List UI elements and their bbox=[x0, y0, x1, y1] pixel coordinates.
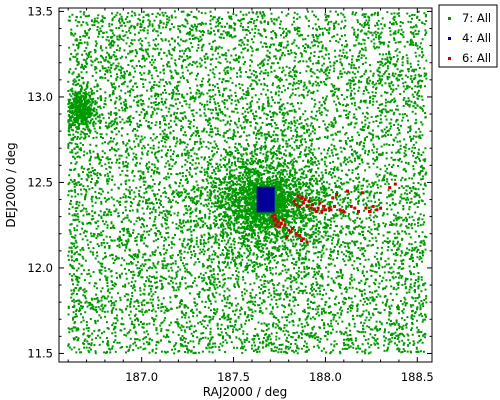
y-tick-label: 13.0 bbox=[27, 90, 53, 104]
series-6-all-point bbox=[270, 215, 274, 219]
series-6-all-point bbox=[346, 189, 349, 193]
series-6-all-point bbox=[290, 227, 294, 231]
series-6-all-point bbox=[301, 201, 305, 205]
series-6-all-point bbox=[379, 206, 383, 210]
legend-marker bbox=[448, 37, 451, 40]
series-6-all-point bbox=[349, 204, 353, 208]
series-6-all-point bbox=[272, 218, 276, 222]
series-6-all-point bbox=[327, 206, 331, 210]
series-6-all-point bbox=[353, 206, 357, 210]
x-tick-label: 188.0 bbox=[309, 370, 342, 384]
legend-label: 4: All bbox=[462, 31, 491, 45]
legend-item[interactable]: 6: All bbox=[448, 51, 491, 65]
series-6-all-point bbox=[296, 194, 300, 198]
series-6-all-point bbox=[289, 230, 292, 234]
legend-label: 6: All bbox=[462, 51, 491, 65]
series-6-all-point bbox=[281, 218, 285, 222]
legend-label: 7: All bbox=[462, 11, 491, 25]
x-axis-label: RAJ2000 / deg bbox=[203, 385, 287, 399]
series-6-all-point bbox=[298, 204, 302, 208]
series-6-all-point bbox=[333, 204, 337, 208]
series-6-all-point bbox=[305, 204, 309, 208]
legend-box bbox=[438, 4, 498, 68]
series-6-all-point bbox=[300, 239, 303, 243]
series-6-all-point bbox=[371, 204, 375, 208]
series-6-all-point bbox=[298, 233, 302, 237]
series-6-all-point bbox=[331, 196, 335, 200]
series-6-all-point bbox=[311, 203, 315, 207]
series-6-all-point bbox=[305, 240, 309, 244]
series-6-all-point bbox=[274, 223, 278, 227]
legend[interactable]: 7: All 4: All 6: All bbox=[438, 4, 498, 68]
legend-item[interactable]: 4: All bbox=[448, 31, 491, 45]
series-6-all-point bbox=[283, 223, 287, 227]
y-axis-label: DEJ2000 / deg bbox=[4, 142, 18, 227]
series-6-all-point bbox=[318, 201, 322, 205]
series-7-all-points bbox=[67, 10, 428, 355]
series-6-all-point bbox=[393, 182, 397, 186]
series-6-all-point bbox=[316, 206, 320, 210]
series-6-all-point bbox=[338, 208, 342, 212]
series-6-all-point bbox=[272, 213, 276, 217]
series-6-all-point bbox=[287, 228, 291, 232]
series-6-all-point bbox=[309, 206, 313, 210]
series-6-all-point bbox=[278, 225, 281, 229]
series-6-all-point bbox=[360, 191, 364, 195]
series-6-all-point bbox=[368, 210, 371, 213]
series-6-all-point bbox=[388, 186, 392, 190]
series-6-all-point bbox=[274, 216, 278, 220]
series-6-all-point bbox=[294, 203, 298, 207]
series-6-all-point bbox=[307, 199, 311, 203]
series-6-all-point bbox=[285, 235, 289, 239]
series-6-all-point bbox=[300, 196, 303, 200]
series-6-all-point bbox=[303, 198, 307, 201]
series-6-all-point bbox=[342, 210, 346, 213]
series-6-all-point bbox=[364, 206, 368, 210]
legend-item[interactable]: 7: All bbox=[448, 11, 491, 25]
legend-marker bbox=[448, 57, 451, 60]
y-tick-label: 13.5 bbox=[27, 4, 53, 18]
plot-frame bbox=[58, 7, 433, 363]
x-tick-label: 187.5 bbox=[217, 370, 250, 384]
series-6-all-point bbox=[323, 208, 327, 212]
series-6-all-point bbox=[279, 222, 283, 225]
x-tick-label: 188.5 bbox=[401, 370, 434, 384]
series-6-all-point bbox=[301, 237, 305, 241]
series-6-all-point bbox=[320, 210, 324, 213]
series-6-all-point bbox=[292, 199, 296, 203]
y-tick-label: 12.0 bbox=[27, 261, 53, 275]
x-tick-label: 187.0 bbox=[125, 370, 158, 384]
series-6-all-point bbox=[357, 210, 360, 213]
series-6-all-point bbox=[335, 192, 338, 196]
series-6-all-point bbox=[322, 204, 326, 208]
series-6-all-point bbox=[329, 208, 333, 212]
series-4-all-region bbox=[257, 187, 274, 212]
x-axis-ticks: 187.0 187.5 188.0 188.5 bbox=[67, 8, 434, 384]
series-6-all-point bbox=[312, 208, 316, 212]
y-tick-label: 11.5 bbox=[27, 346, 53, 360]
points-layer bbox=[67, 10, 428, 355]
series-6-all-point bbox=[314, 210, 318, 213]
y-axis-ticks: 11.5 12.0 12.5 13.0 13.5 bbox=[27, 4, 432, 360]
series-6-all-point bbox=[294, 232, 298, 236]
legend-marker bbox=[448, 17, 451, 20]
series-6-all-point bbox=[375, 208, 379, 212]
y-tick-label: 12.5 bbox=[27, 175, 53, 189]
series-6-all-point bbox=[276, 220, 280, 224]
